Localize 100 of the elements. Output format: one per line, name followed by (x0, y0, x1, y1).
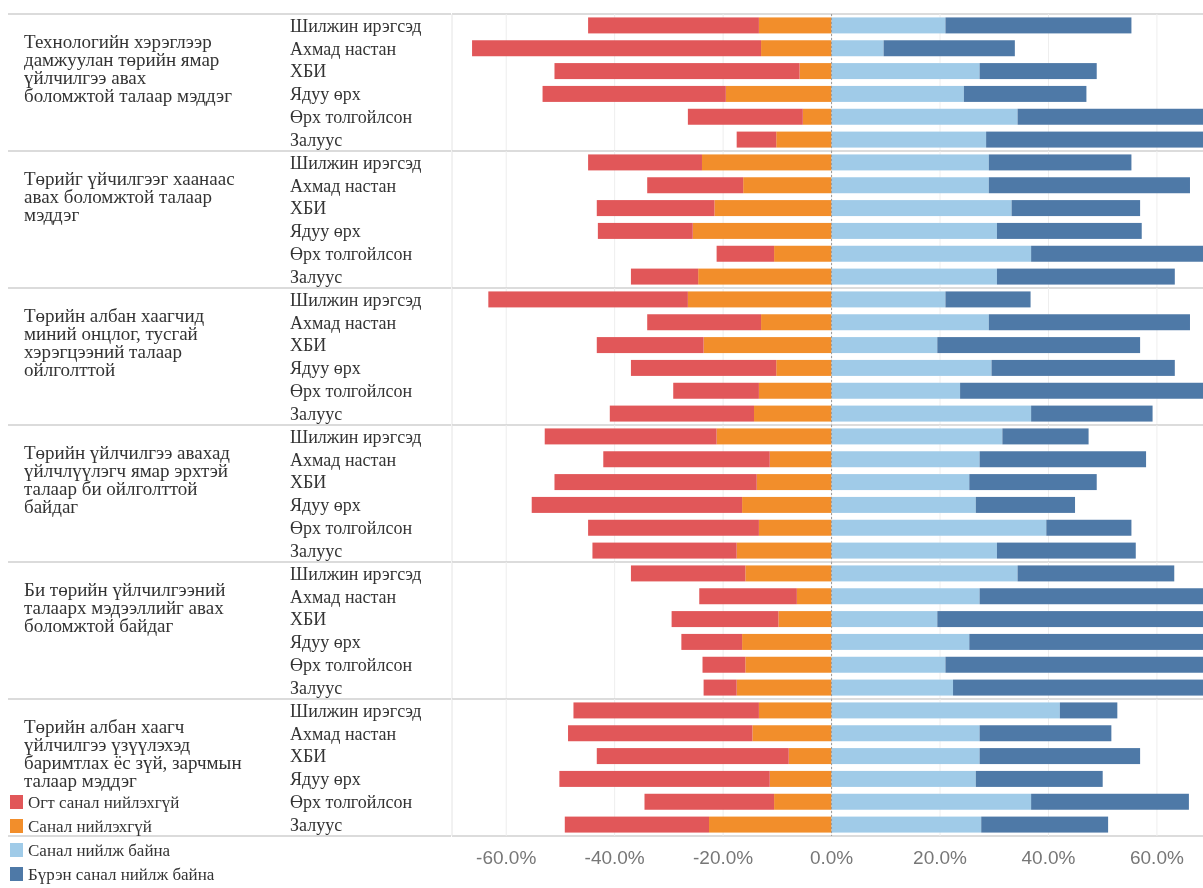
bar (644, 793, 775, 810)
bar (488, 291, 688, 308)
bar (831, 337, 938, 354)
bar (831, 611, 938, 628)
bar (692, 222, 832, 239)
bar (596, 200, 715, 217)
bar (979, 588, 1203, 605)
bar (831, 656, 946, 673)
bar (969, 633, 1203, 650)
bar (831, 177, 989, 194)
y-tick-label: ХБИ (290, 61, 327, 82)
bar (774, 245, 832, 262)
bar (596, 337, 704, 354)
bar (736, 542, 832, 559)
bar (831, 359, 992, 376)
bar (716, 245, 775, 262)
bar (630, 268, 699, 285)
bar (714, 200, 832, 217)
bar (703, 337, 832, 354)
y-tick-label: Ядуу өрх (290, 358, 361, 379)
bar (564, 816, 710, 833)
text: Би төрийн үйлчилгээний талаарх мэдээллийг авах боломжтой байдаг (24, 579, 226, 636)
bar (758, 17, 832, 34)
y-tick-label: ХБИ (290, 609, 327, 630)
bar (596, 748, 789, 765)
bar (799, 63, 832, 80)
bar (937, 611, 1203, 628)
bar (774, 793, 832, 810)
bar (769, 451, 832, 468)
legend-label: Бүрэн санал нийлж байна (28, 864, 215, 884)
y-tick-label: Ядуу өрх (290, 632, 361, 653)
x-tick-label: -60.0% (476, 847, 537, 868)
bar (979, 748, 1141, 765)
bar (687, 108, 803, 125)
bar (630, 565, 746, 582)
x-tick-label: 0.0% (809, 847, 854, 868)
x-tick-label: 60.0% (1129, 847, 1184, 868)
bar (831, 17, 946, 34)
bar (975, 496, 1076, 513)
bar (988, 154, 1132, 171)
y-tick-label: Өрх толгойлсон (290, 792, 413, 813)
y-tick-label: ХБИ (290, 335, 327, 356)
y-tick-label: Ядуу өрх (290, 221, 361, 242)
bar (981, 816, 1109, 833)
bar (988, 177, 1190, 194)
bar (743, 177, 832, 194)
bar (568, 725, 753, 742)
bar (1059, 702, 1118, 719)
bar (831, 770, 976, 787)
bar (831, 108, 1018, 125)
bar (996, 542, 1136, 559)
text: Технологийн хэрэглээр дамжуулан төрийн ямар үйлчилгээ авах боломжтой талаар мэддэг (24, 31, 233, 106)
bar (703, 679, 737, 696)
bar (588, 519, 759, 536)
y-tick-label: Ахмад настан (290, 449, 397, 470)
bar (831, 382, 961, 399)
bar (1031, 405, 1153, 422)
bar (883, 40, 1015, 57)
bar (831, 268, 997, 285)
bar (742, 633, 832, 650)
bar (742, 496, 832, 513)
y-tick-label: Өрх толгойлсон (290, 655, 413, 676)
bar (831, 222, 997, 239)
bar (752, 725, 832, 742)
bar (979, 451, 1147, 468)
bar (554, 63, 800, 80)
bar (831, 154, 989, 171)
bar (831, 633, 970, 650)
bar (796, 588, 832, 605)
bar (531, 496, 743, 513)
x-tick-label: -40.0% (584, 847, 645, 868)
bar (1017, 565, 1175, 582)
y-tick-label: Ахмад настан (290, 175, 397, 196)
y-tick-label: Залуус (290, 403, 343, 424)
bar (647, 177, 744, 194)
bar (776, 359, 832, 376)
y-tick-label: Шилжин ирэгсэд (290, 289, 422, 310)
x-tick-label: 40.0% (1021, 847, 1076, 868)
bar (979, 725, 1112, 742)
bar (831, 428, 1003, 445)
bar (831, 245, 1032, 262)
bar (953, 679, 1203, 696)
bar (542, 85, 726, 102)
bar (687, 291, 832, 308)
bar (681, 633, 743, 650)
y-tick-label: ХБИ (290, 472, 327, 493)
legend-label: Огт санал нийлэхгүй (28, 792, 180, 812)
bar (831, 588, 980, 605)
bar (975, 770, 1103, 787)
y-tick-label: Шилжин ирэгсэд (290, 15, 422, 36)
bar (937, 337, 1141, 354)
bar (702, 656, 746, 673)
bar (988, 314, 1190, 331)
bar (699, 588, 797, 605)
bar (831, 748, 980, 765)
bar (831, 496, 976, 513)
bar (1046, 519, 1132, 536)
bar (745, 656, 832, 673)
text: Төрийн үйлчилгээ авахад үйлчлүүлэгч ямар эрхтэй талаар би ойлголттой байдаг (24, 442, 231, 517)
bar (673, 382, 759, 399)
